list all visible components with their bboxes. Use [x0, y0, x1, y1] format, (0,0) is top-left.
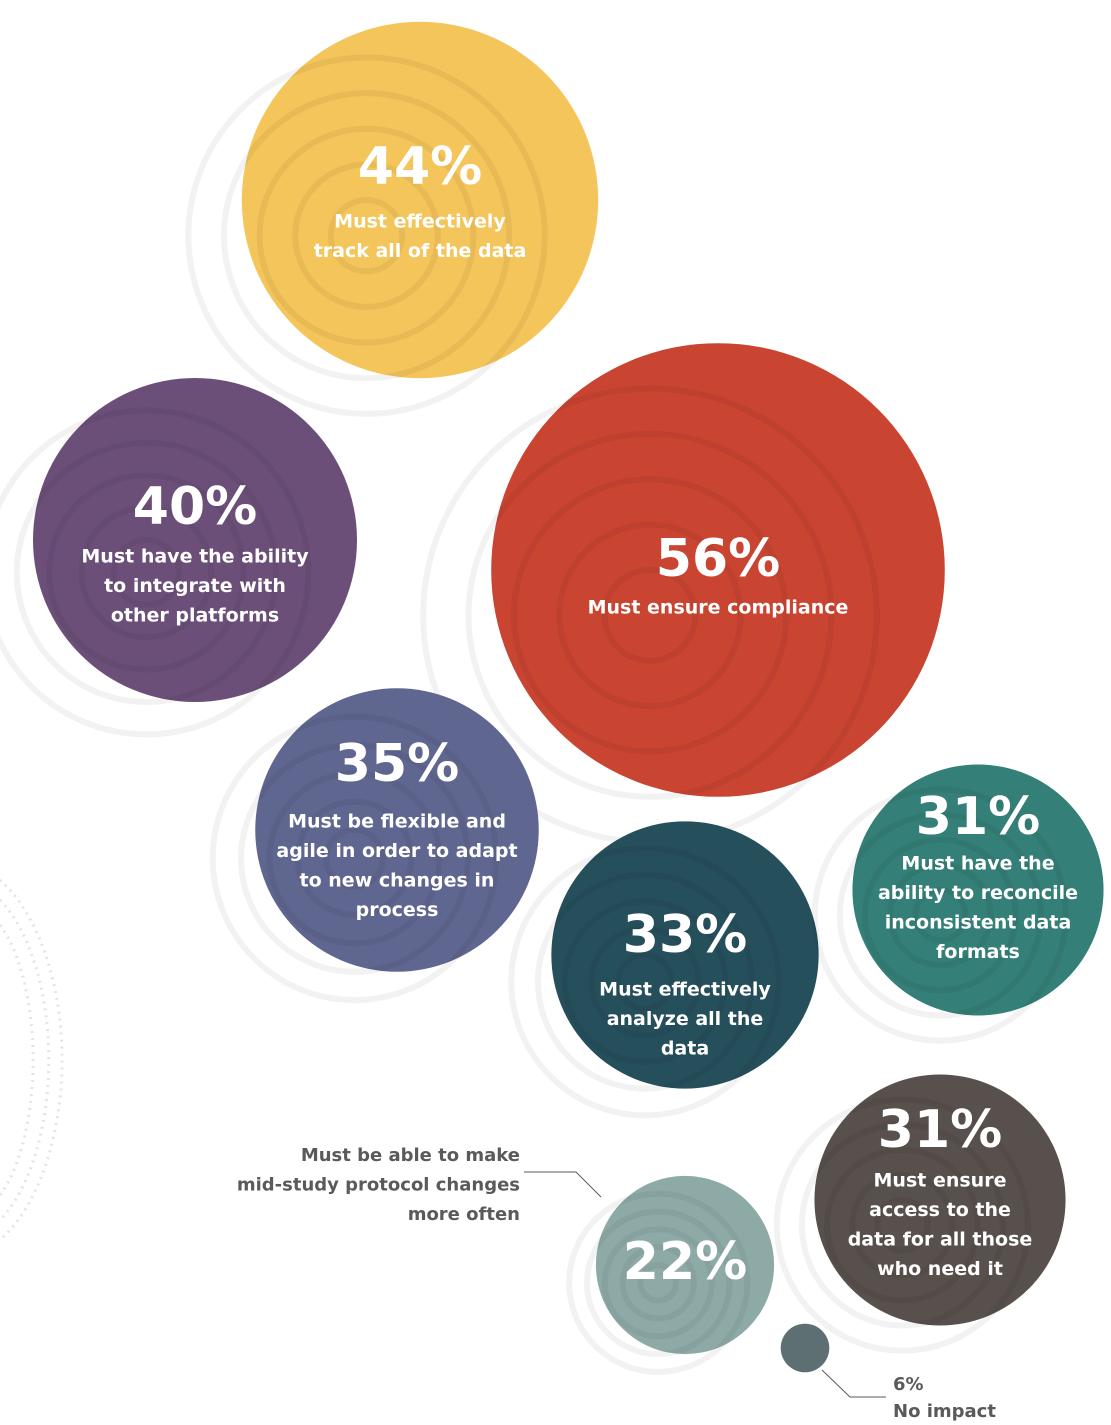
category-label: to new changes in — [300, 870, 495, 892]
texture — [874, 1197, 931, 1254]
category-label: ability to reconcile — [878, 882, 1078, 904]
texture — [583, 1208, 733, 1358]
bubble — [255, 688, 539, 972]
category-label: mid-study protocol changes — [237, 1175, 520, 1196]
texture — [185, 54, 548, 417]
category-label: Must ensure — [874, 1170, 1007, 1192]
value-label: 6% — [893, 1374, 924, 1395]
texture — [327, 197, 406, 275]
category-label: agile in order to adapt — [276, 840, 517, 862]
category-label: to integrate with — [104, 575, 286, 597]
category-label: Must have the ability — [81, 546, 309, 568]
texture — [798, 1121, 1006, 1329]
category-label: analyze all the — [607, 1008, 764, 1030]
value-label: 33% — [623, 905, 747, 965]
value-label: 40% — [133, 477, 257, 537]
texture — [637, 1262, 680, 1304]
texture — [615, 952, 675, 1012]
texture — [110, 537, 182, 608]
category-label: Must effectively — [334, 211, 506, 233]
category-label: data for all those — [848, 1229, 1033, 1251]
category-label: other platforms — [111, 605, 279, 627]
texture — [292, 161, 441, 310]
category-label: Must be able to make — [301, 1145, 520, 1166]
texture — [836, 811, 1044, 1019]
texture — [209, 713, 500, 1004]
texture — [556, 521, 744, 710]
texture — [323, 827, 386, 890]
category-label: formats — [936, 941, 1020, 963]
value-label: 31% — [916, 787, 1040, 847]
bubble — [551, 821, 819, 1089]
texture — [78, 504, 215, 641]
bubble — [852, 764, 1104, 1016]
texture — [294, 798, 415, 919]
decoration — [0, 878, 64, 1242]
texture — [601, 1226, 715, 1340]
bubble — [780, 1323, 830, 1373]
category-label: Must have the — [901, 853, 1054, 875]
value-label: 44% — [358, 137, 482, 197]
texture — [811, 786, 1069, 1044]
texture — [13, 439, 279, 706]
value-label: 31% — [878, 1100, 1002, 1160]
category-label: access to the — [869, 1199, 1011, 1221]
texture — [0, 407, 312, 738]
texture — [566, 1190, 751, 1375]
leader-lines — [524, 1171, 886, 1398]
category-label: data — [661, 1038, 709, 1060]
category-label: more often — [408, 1204, 520, 1225]
texture — [46, 472, 247, 673]
texture — [887, 861, 994, 969]
texture — [601, 567, 699, 664]
texture — [256, 125, 477, 346]
category-label: No impact — [893, 1401, 996, 1422]
category-label: track all of the data — [314, 240, 527, 262]
category-label: who need it — [877, 1258, 1003, 1280]
value-label: 22% — [623, 1232, 747, 1292]
bubble — [491, 343, 945, 797]
texture — [220, 90, 513, 382]
category-label: process — [356, 899, 439, 921]
texture — [534, 871, 755, 1092]
texture — [266, 770, 443, 947]
texture — [862, 836, 1019, 994]
texture — [561, 898, 729, 1065]
value-label: 35% — [335, 734, 459, 794]
bubble — [241, 21, 599, 379]
category-label: Must ensure compliance — [588, 597, 849, 619]
category-label: Must effectively — [599, 979, 771, 1001]
bubble — [33, 378, 357, 702]
category-label: Must be flexible and — [288, 811, 506, 833]
texture — [824, 1146, 981, 1304]
bubble — [595, 1175, 775, 1355]
texture — [510, 476, 790, 755]
value-label: 56% — [656, 529, 780, 589]
texture — [912, 887, 969, 944]
texture — [508, 845, 782, 1119]
texture — [849, 1171, 956, 1279]
texture — [465, 430, 835, 800]
bubble — [814, 1074, 1066, 1326]
texture — [238, 741, 471, 975]
texture — [619, 1244, 697, 1322]
category-label: inconsistent data — [885, 912, 1072, 934]
texture — [773, 1096, 1031, 1354]
texture — [588, 925, 702, 1039]
